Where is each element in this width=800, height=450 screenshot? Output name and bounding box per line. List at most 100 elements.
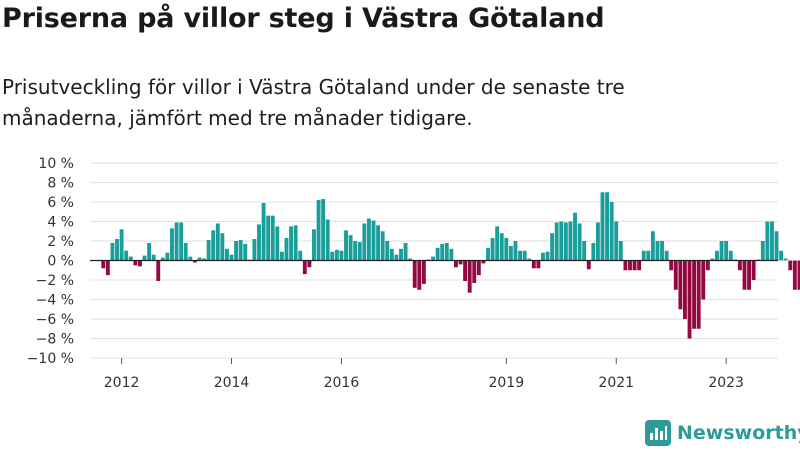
bar (724, 241, 729, 261)
bar (476, 260, 481, 276)
bar (421, 260, 426, 284)
y-tick-label: 0 % (47, 254, 74, 270)
bar (137, 260, 142, 267)
bar (655, 241, 660, 261)
bar (646, 250, 651, 261)
bar (728, 250, 733, 261)
bar (563, 222, 568, 261)
y-tick-label: −4 % (36, 293, 74, 309)
bar (705, 260, 710, 271)
bar (696, 260, 701, 329)
bar (788, 260, 793, 271)
bar (408, 258, 413, 261)
bar (220, 233, 225, 261)
bar (257, 224, 261, 261)
bar (618, 241, 623, 261)
bar (119, 229, 124, 261)
bar (376, 225, 381, 261)
y-tick-label: 10 % (38, 156, 74, 172)
bar (591, 242, 596, 261)
y-tick-label: 4 % (47, 215, 74, 231)
bar (165, 252, 170, 261)
bar (710, 258, 715, 261)
x-tick-label: 2012 (104, 375, 140, 391)
bar (737, 260, 742, 271)
bar (650, 231, 655, 261)
bar (458, 260, 463, 265)
bar (609, 202, 614, 261)
bar (440, 243, 445, 261)
bar (197, 257, 202, 261)
bar (454, 260, 458, 268)
bar (518, 250, 522, 261)
bar (270, 215, 275, 261)
y-tick-label: −2 % (36, 273, 74, 289)
bar (325, 219, 330, 261)
bar (431, 256, 435, 261)
bar (128, 256, 133, 261)
bar (225, 248, 229, 261)
bar (243, 243, 248, 261)
newsworthy-logo: Newsworthy (645, 420, 800, 446)
y-tick-label: −8 % (36, 332, 74, 348)
bar (403, 242, 408, 261)
bar (316, 200, 321, 261)
bar (499, 233, 504, 261)
bar (683, 260, 687, 319)
bar (188, 256, 193, 261)
bar (279, 251, 284, 261)
bar (568, 221, 573, 261)
bar (261, 202, 266, 261)
bar (142, 255, 147, 261)
bar (467, 260, 472, 293)
bar (366, 218, 371, 261)
bar (147, 242, 152, 261)
bar (105, 260, 110, 276)
bar (399, 248, 403, 261)
bar (449, 248, 454, 261)
bar (605, 192, 610, 261)
y-axis: 10 % 8 % 6 % 4 % 2 % 0 % −2 % −4 % −6 % −8 % −10 % (27, 156, 74, 367)
bar (156, 260, 161, 281)
bar (678, 260, 683, 310)
bar (792, 260, 797, 290)
bar (229, 254, 234, 261)
bar (472, 260, 477, 283)
x-axis: 2012201420162019202120232025 (104, 358, 744, 391)
bar (444, 242, 449, 261)
bar (742, 260, 747, 290)
bar (330, 251, 335, 261)
bar (385, 241, 390, 261)
bar (632, 260, 637, 271)
bar (115, 239, 119, 261)
bar (348, 235, 353, 261)
bar (554, 222, 559, 261)
bar (495, 226, 500, 261)
y-tick-label: −10 % (27, 351, 74, 367)
bar (692, 260, 697, 329)
bar (541, 252, 545, 261)
bar (133, 260, 138, 266)
bar (550, 233, 555, 261)
bar (289, 226, 293, 261)
bar (614, 221, 619, 261)
chart-title: Priserna på villor steg i Västra Götalan… (2, 3, 605, 34)
bar (252, 239, 257, 261)
y-tick-label: 2 % (47, 234, 74, 250)
bar (435, 247, 440, 261)
bar (202, 258, 206, 261)
bar (357, 241, 362, 261)
bar (334, 249, 339, 261)
bar (783, 258, 788, 261)
bar (595, 222, 600, 261)
bar (417, 260, 422, 290)
bar (183, 242, 188, 261)
bar (747, 260, 751, 290)
bar (307, 260, 312, 268)
bar (531, 260, 536, 269)
bar (513, 241, 518, 261)
bar (522, 250, 527, 261)
bar (669, 260, 674, 271)
bar (174, 222, 179, 261)
bar (797, 260, 800, 290)
